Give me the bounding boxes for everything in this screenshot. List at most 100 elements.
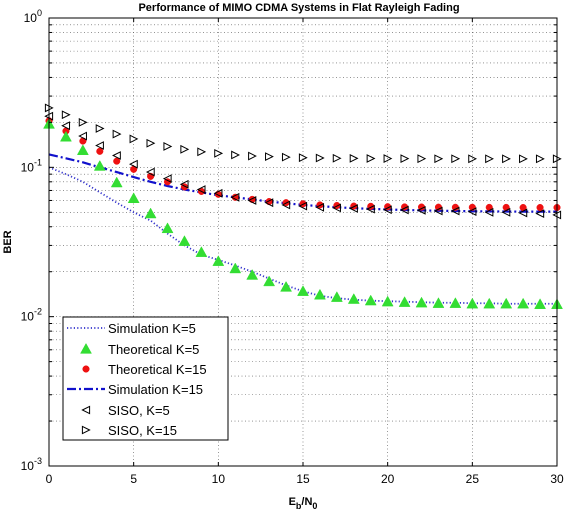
x-tick-label: 0 (46, 472, 53, 486)
data-point (264, 198, 274, 208)
series-line (48, 166, 557, 305)
data-point (197, 147, 207, 157)
data-point (96, 147, 104, 155)
data-point (76, 144, 89, 155)
chart-title: Performance of MIMO CDMA Systems in Flat… (138, 2, 459, 14)
axis-ticks: 0 5 10 15 20 25 30 100 10-1 10-2 10-3 (21, 8, 564, 486)
data-point (366, 154, 376, 163)
data-point (230, 192, 240, 202)
data-point (449, 297, 462, 308)
data-point (400, 154, 410, 164)
x-tick-label: 20 (381, 472, 395, 486)
data-point (163, 142, 173, 151)
data-point (95, 124, 105, 133)
data-point (416, 205, 426, 215)
legend-label: Theoretical K=5 (108, 342, 199, 357)
x-tick-label: 5 (130, 472, 137, 486)
legend-swatch (81, 405, 91, 415)
data-point (180, 144, 190, 154)
data-point (212, 255, 225, 266)
data-point (128, 159, 138, 169)
legend-swatch (81, 425, 91, 435)
legend-label: SISO, K=5 (108, 403, 170, 418)
series-0 (48, 166, 557, 305)
data-point (347, 293, 360, 304)
data-point (398, 296, 411, 307)
legend-item: Simulation K=15 (67, 382, 203, 397)
data-point (196, 185, 206, 194)
data-point (61, 121, 71, 131)
data-point (110, 176, 123, 188)
y-tick-label: 100 (24, 8, 42, 25)
data-point (161, 222, 174, 234)
data-point (485, 154, 494, 164)
data-point (330, 291, 343, 302)
data-point (534, 298, 546, 309)
data-point (399, 205, 409, 215)
data-point (112, 129, 122, 139)
data-point (112, 151, 121, 160)
y-tick-label: 10-3 (21, 456, 42, 473)
data-point (332, 153, 342, 163)
data-point (432, 297, 445, 308)
series-4 (44, 111, 562, 220)
data-point (366, 204, 375, 214)
data-point (144, 207, 157, 219)
data-point (60, 130, 72, 142)
data-point (78, 131, 87, 141)
data-point (247, 196, 257, 205)
data-point (95, 141, 104, 150)
data-point (248, 151, 257, 161)
data-point (315, 153, 325, 163)
data-point (231, 150, 240, 160)
x-tick-label: 25 (466, 472, 480, 486)
data-point (298, 201, 308, 211)
x-tick-label: 15 (296, 472, 310, 486)
legend-item: SISO, K=15 (81, 423, 177, 438)
data-point (195, 246, 208, 257)
y-tick-label: 10-1 (21, 157, 42, 174)
data-point (500, 297, 513, 309)
x-axis-label: Eb/N0 (289, 496, 318, 511)
data-point (281, 200, 291, 210)
data-point (434, 154, 444, 164)
data-point (265, 152, 274, 162)
legend-item: SISO, K=5 (81, 403, 170, 418)
series-2 (45, 117, 561, 212)
data-point (450, 206, 460, 216)
data-point (484, 207, 494, 217)
legend-label: Simulation K=5 (108, 321, 196, 336)
data-point (314, 288, 326, 300)
data-point (417, 154, 427, 164)
data-point (518, 208, 528, 218)
data-point (229, 262, 242, 274)
data-point (519, 154, 528, 164)
data-point (263, 275, 276, 287)
data-point (127, 192, 140, 203)
data-point (129, 134, 139, 144)
data-point (332, 203, 341, 213)
legend-item: Theoretical K=15 (82, 362, 207, 377)
data-point (451, 154, 461, 164)
data-point (145, 167, 155, 177)
legend-swatch (80, 342, 92, 354)
data-point (502, 154, 511, 164)
x-tick-label: 10 (212, 472, 226, 486)
data-point (468, 154, 478, 164)
data-point (214, 148, 224, 158)
data-point (78, 117, 88, 127)
data-point (415, 296, 428, 308)
data-point (315, 202, 325, 212)
data-point (382, 205, 392, 215)
series-1 (43, 118, 563, 309)
legend-item: Theoretical K=5 (80, 342, 199, 357)
data-point (162, 174, 172, 184)
legend-box (62, 316, 229, 441)
series-5 (44, 103, 562, 164)
data-point (333, 201, 341, 210)
data-point (349, 153, 359, 163)
data-point (517, 297, 530, 309)
data-point (501, 207, 511, 217)
x-tick-label: 30 (550, 472, 564, 486)
